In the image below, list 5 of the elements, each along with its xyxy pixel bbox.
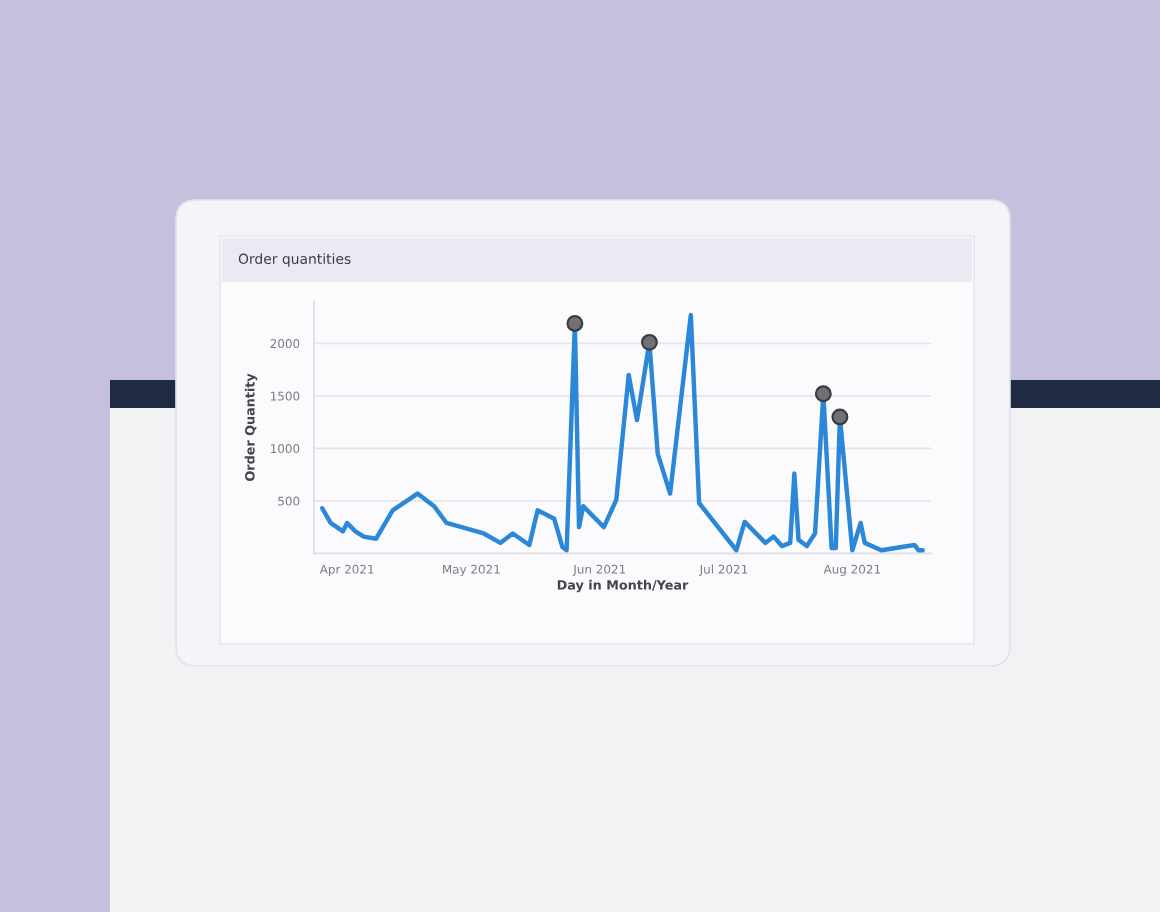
point [566,314,584,332]
point [640,333,658,351]
point [814,385,832,403]
line-series [320,312,925,553]
point [831,408,849,426]
